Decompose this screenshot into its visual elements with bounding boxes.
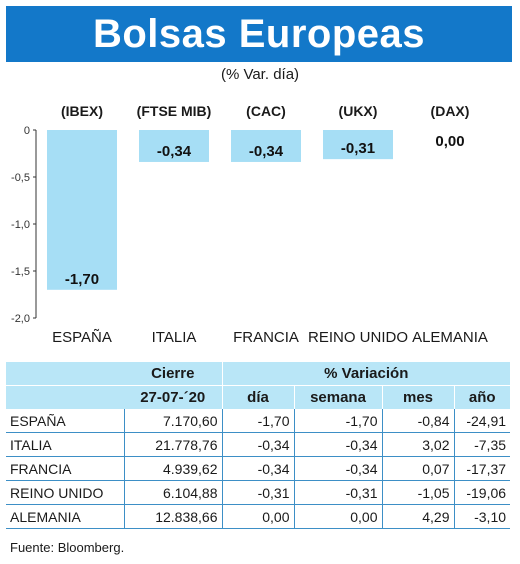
cell-ano: -24,91: [453, 409, 511, 433]
index-label: (UKX): [339, 103, 378, 119]
row-name: ALEMANIA: [6, 504, 124, 529]
category-label: ESPAÑA: [52, 329, 112, 346]
cell-cierre: 12.838,66: [123, 504, 222, 529]
value-label: -1,70: [65, 271, 99, 288]
table-row: ESPAÑA 7.170,60 -1,70 -1,70 -0,84 -24,91: [6, 409, 511, 433]
cell-semana: -0,34: [293, 432, 382, 457]
cell-ano: -19,06: [453, 480, 511, 505]
bar: [323, 130, 393, 160]
date-header: 27-07-´20: [124, 385, 222, 409]
source-note: Fuente: Bloomberg.: [10, 540, 125, 555]
corner-header-cell-2: [6, 385, 124, 409]
bar: [47, 130, 117, 290]
y-axis: 0 -0,5 -1,0 -1,5 -2,0: [11, 125, 37, 325]
cell-dia: 0,00: [221, 504, 294, 529]
cell-dia: -1,70: [221, 409, 294, 433]
bar: [139, 130, 209, 162]
table-row: ALEMANIA 12.838,66 0,00 0,00 4,29 -3,10: [6, 504, 511, 529]
cell-mes: 4,29: [381, 504, 454, 529]
close-header: Cierre: [124, 362, 222, 386]
page-title: Bolsas Europeas: [92, 11, 426, 56]
cell-mes: -1,05: [381, 480, 454, 505]
col-header-ano: año: [453, 385, 511, 409]
y-tick-label: -2,0: [11, 313, 30, 325]
corner-header-cell: [6, 362, 124, 386]
table-row: REINO UNIDO 6.104,88 -0,31 -0,31 -1,05 -19,06: [6, 480, 511, 505]
index-label: (FTSE MIB): [137, 103, 212, 119]
cell-ano: -17,37: [453, 456, 511, 481]
variation-header: % Variación: [221, 362, 511, 386]
cell-mes: 0,07: [381, 456, 454, 481]
table-row: FRANCIA 4.939,62 -0,34 -0,34 0,07 -17,37: [6, 456, 511, 481]
cell-ano: -7,35: [453, 432, 511, 457]
value-label: -0,31: [341, 140, 375, 157]
cell-dia: -0,34: [221, 432, 294, 457]
col-header-mes: mes: [381, 385, 454, 409]
cell-mes: -0,84: [381, 409, 454, 433]
value-label: -0,34: [157, 143, 192, 160]
cell-cierre: 21.778,76: [123, 432, 222, 457]
cell-ano: -3,10: [453, 504, 511, 529]
y-tick-label: -1,5: [11, 266, 30, 278]
value-label: 0,00: [435, 133, 464, 150]
cell-cierre: 7.170,60: [123, 409, 222, 433]
cell-cierre: 6.104,88: [123, 480, 222, 505]
col-header-dia: día: [221, 385, 294, 409]
title-banner: Bolsas Europeas: [6, 6, 512, 62]
row-name: REINO UNIDO: [6, 480, 124, 505]
quotes-table-wrap: Cierre % Variación 27-07-´20 día semana …: [6, 362, 511, 529]
cell-dia: -0,34: [221, 456, 294, 481]
y-tick-label: 0: [24, 125, 30, 137]
bar: [231, 130, 301, 162]
cell-semana: 0,00: [293, 504, 382, 529]
category-label: ALEMANIA: [412, 329, 488, 346]
row-name: ITALIA: [6, 432, 124, 457]
category-label: REINO UNIDO: [308, 329, 408, 346]
cell-dia: -0,31: [221, 480, 294, 505]
cell-semana: -0,34: [293, 456, 382, 481]
category-label: ITALIA: [152, 329, 197, 346]
cell-mes: 3,02: [381, 432, 454, 457]
row-name: FRANCIA: [6, 456, 124, 481]
category-label: FRANCIA: [233, 329, 299, 346]
quotes-table: Cierre % Variación 27-07-´20 día semana …: [6, 362, 511, 529]
bar-chart: 0 -0,5 -1,0 -1,5 -2,0 (IBEX) -1,70 ESPAÑA (FTSE…: [11, 103, 488, 346]
index-label: (CAC): [246, 103, 286, 119]
cell-cierre: 4.939,62: [123, 456, 222, 481]
bars: [47, 130, 393, 290]
chart-subtitle: (% Var. día): [220, 66, 300, 83]
cell-semana: -1,70: [293, 409, 382, 433]
col-header-semana: semana: [293, 385, 382, 409]
value-label: -0,34: [249, 143, 284, 160]
table-body: ESPAÑA 7.170,60 -1,70 -1,70 -0,84 -24,91 ITALI…: [6, 409, 511, 529]
index-label: (IBEX): [61, 103, 103, 119]
cell-semana: -0,31: [293, 480, 382, 505]
row-name: ESPAÑA: [6, 409, 124, 433]
chart-labels: (IBEX) -1,70 ESPAÑA (FTSE MIB) -0,34 ITALIA (C…: [52, 103, 488, 346]
y-tick-label: -0,5: [11, 172, 30, 184]
y-tick-label: -1,0: [11, 219, 30, 231]
table-row: ITALIA 21.778,76 -0,34 -0,34 3,02 -7,35: [6, 432, 511, 457]
index-label: (DAX): [431, 103, 470, 119]
